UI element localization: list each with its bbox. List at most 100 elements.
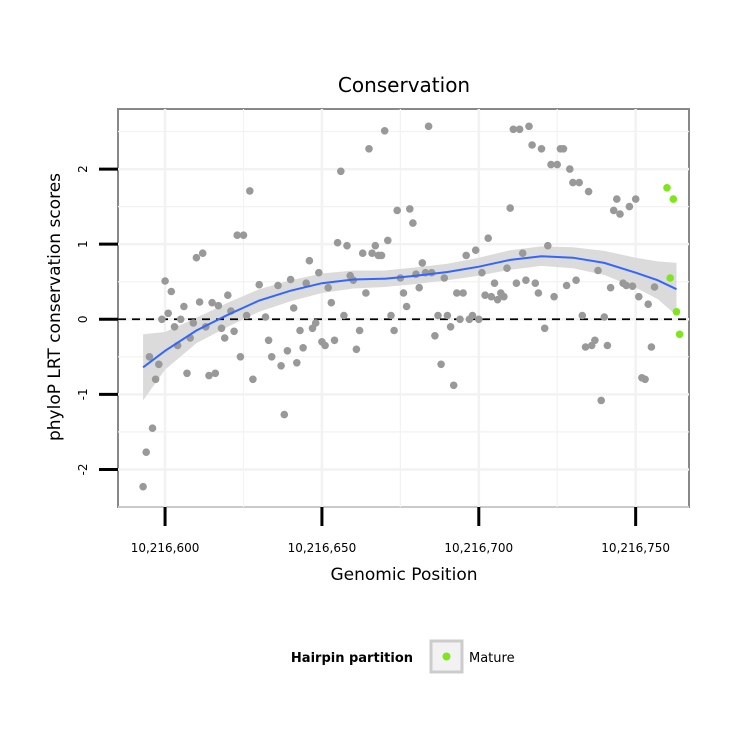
data-point [406, 205, 414, 213]
data-point [481, 291, 489, 300]
chart-title: Conservation [338, 73, 470, 97]
data-point [459, 289, 467, 297]
data-point [198, 249, 207, 257]
data-point [155, 360, 163, 369]
data-point [456, 315, 464, 324]
data-point [424, 122, 433, 131]
data-point [540, 324, 549, 333]
data-point [315, 268, 323, 277]
data-point [600, 313, 609, 321]
data-point [180, 302, 188, 311]
data-point [289, 304, 298, 312]
y-tick-label: 1 [76, 240, 90, 248]
data-point [283, 347, 292, 355]
data-point [597, 396, 605, 405]
y-tick-label: -2 [76, 464, 90, 476]
mature-data-point [669, 195, 678, 203]
data-point [139, 482, 147, 491]
data-point [324, 283, 333, 292]
data-point [327, 298, 336, 307]
legend-marker-mature [442, 652, 451, 661]
data-point [468, 311, 477, 320]
data-point [528, 141, 536, 149]
data-point [380, 127, 389, 135]
data-point [368, 249, 376, 257]
data-point [566, 165, 574, 173]
data-point [337, 167, 345, 176]
smooth-trend-line [142, 255, 677, 369]
data-point [575, 178, 583, 187]
data-point [537, 145, 546, 153]
data-point [431, 332, 439, 340]
data-point [644, 300, 652, 309]
data-point [249, 375, 257, 384]
data-point [500, 292, 508, 301]
data-point [518, 249, 527, 257]
data-point [305, 256, 314, 265]
y-tick-label: -1 [76, 388, 90, 400]
data-points [139, 122, 684, 491]
data-point [264, 336, 273, 345]
data-point [387, 311, 395, 320]
data-point [591, 336, 599, 345]
data-point [503, 264, 511, 273]
mature-data-point [675, 330, 684, 339]
data-point [534, 289, 543, 297]
legend-label-mature: Mature [469, 651, 515, 666]
data-point [487, 292, 496, 301]
data-point [277, 362, 285, 370]
data-point [340, 311, 348, 320]
data-point [365, 145, 373, 153]
data-point [267, 353, 276, 361]
data-point [462, 251, 471, 260]
data-point [161, 277, 169, 285]
data-point [355, 326, 364, 335]
data-point [544, 241, 552, 250]
data-point [220, 334, 229, 342]
data-point [475, 315, 483, 324]
data-point [569, 178, 577, 187]
x-tick-label: 10,216,600 [131, 541, 200, 555]
data-point [239, 231, 248, 239]
data-point [572, 276, 580, 285]
data-point [512, 279, 521, 288]
data-point [581, 343, 590, 351]
data-point [453, 289, 461, 297]
data-point [578, 311, 587, 320]
data-point [437, 360, 445, 369]
data-point [631, 195, 640, 203]
data-point [584, 187, 593, 196]
data-point [641, 375, 649, 384]
data-point [559, 145, 568, 153]
data-point [330, 336, 339, 345]
data-point [233, 231, 241, 239]
data-point [393, 206, 402, 215]
data-point [635, 292, 643, 301]
data-point [525, 122, 533, 131]
legend-key-mature [429, 639, 464, 674]
data-point [211, 369, 220, 378]
data-point [390, 326, 398, 335]
data-point [286, 275, 295, 284]
data-point [230, 327, 238, 336]
data-point [142, 448, 150, 457]
data-point [399, 289, 408, 297]
data-point [478, 268, 486, 277]
smooth-line-path [142, 255, 677, 369]
data-point [471, 246, 480, 254]
data-point [255, 280, 263, 289]
data-point [195, 298, 204, 306]
x-axis: 10,216,600 10,216,650 10,216,700 10,216,750 [131, 507, 670, 555]
y-tick-label: 0 [76, 315, 90, 323]
data-point [242, 311, 251, 320]
data-point [261, 313, 270, 321]
data-point [362, 289, 370, 297]
data-point [522, 276, 530, 285]
data-point [594, 266, 602, 275]
x-tick-label: 10,216,700 [444, 541, 513, 555]
data-point [236, 353, 245, 361]
data-point [145, 353, 154, 361]
data-point [311, 319, 320, 327]
data-point [183, 369, 191, 378]
